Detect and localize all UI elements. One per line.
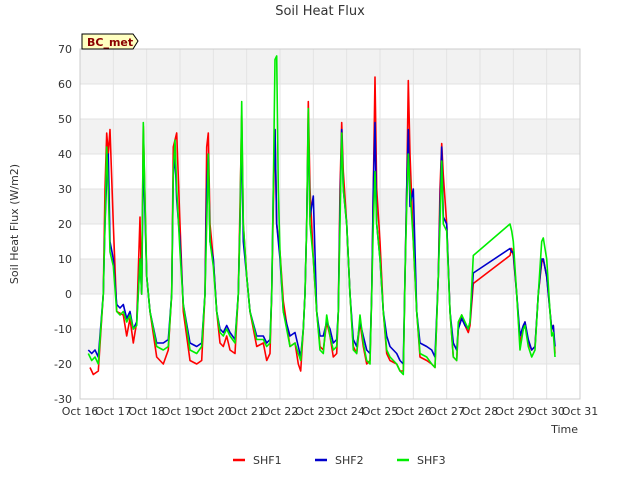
x-tick-label: Oct 22: [262, 405, 299, 418]
x-tick-label: Oct 21: [228, 405, 265, 418]
x-tick-label: Oct 18: [128, 405, 165, 418]
x-tick-label: Oct 28: [462, 405, 499, 418]
plot-band: [80, 189, 580, 224]
chart-title: Soil Heat Flux: [275, 4, 365, 19]
y-tick-label: 60: [58, 78, 72, 91]
y-axis-label: Soil Heat Flux (W/m2): [8, 164, 21, 284]
legend-label-shf2: SHF2: [335, 454, 364, 467]
x-tick-label: Oct 16: [62, 405, 99, 418]
y-tick-label: 40: [58, 148, 72, 161]
y-tick-label: 10: [58, 253, 72, 266]
y-tick-label: -30: [54, 393, 72, 406]
y-tick-label: 0: [65, 288, 72, 301]
legend-label-shf3: SHF3: [417, 454, 446, 467]
badge-label: BC_met: [87, 36, 133, 49]
plot-frame: [79, 48, 581, 400]
x-tick-label: Oct 25: [362, 405, 399, 418]
y-tick-label: 70: [58, 43, 72, 56]
y-tick-labels: -30 -20 -10 0 10 20 30 40 50 60 70: [54, 43, 72, 406]
y-tick-label: -10: [54, 323, 72, 336]
x-tick-label: Oct 19: [162, 405, 199, 418]
plot-band: [80, 119, 580, 154]
legend-label-shf1: SHF1: [253, 454, 282, 467]
x-tick-label: Oct 23: [295, 405, 332, 418]
station-badge: BC_met: [81, 33, 139, 50]
plot-band: [80, 49, 580, 84]
y-tick-label: 20: [58, 218, 72, 231]
x-tick-label: Oct 24: [328, 405, 365, 418]
x-tick-label: Oct 27: [428, 405, 465, 418]
plot-band: [80, 259, 580, 294]
x-tick-label: Oct 26: [395, 405, 432, 418]
x-tick-label: Oct 20: [195, 405, 232, 418]
x-tick-label: Oct 29: [495, 405, 532, 418]
y-tick-label: 30: [58, 183, 72, 196]
badge-shape: [81, 33, 139, 50]
y-tick-label: 50: [58, 113, 72, 126]
series-line-shf3: [87, 55, 556, 376]
y-tick-label: -20: [54, 358, 72, 371]
x-tick-label: Oct 30: [528, 405, 565, 418]
plot-bands: [80, 49, 580, 364]
x-tick-label: Oct 31: [562, 405, 599, 418]
series-lines: [87, 55, 556, 376]
x-axis-label: Time: [550, 423, 578, 436]
legend: SHF1 SHF2 SHF3: [233, 454, 446, 467]
x-tick-label: Oct 17: [95, 405, 132, 418]
